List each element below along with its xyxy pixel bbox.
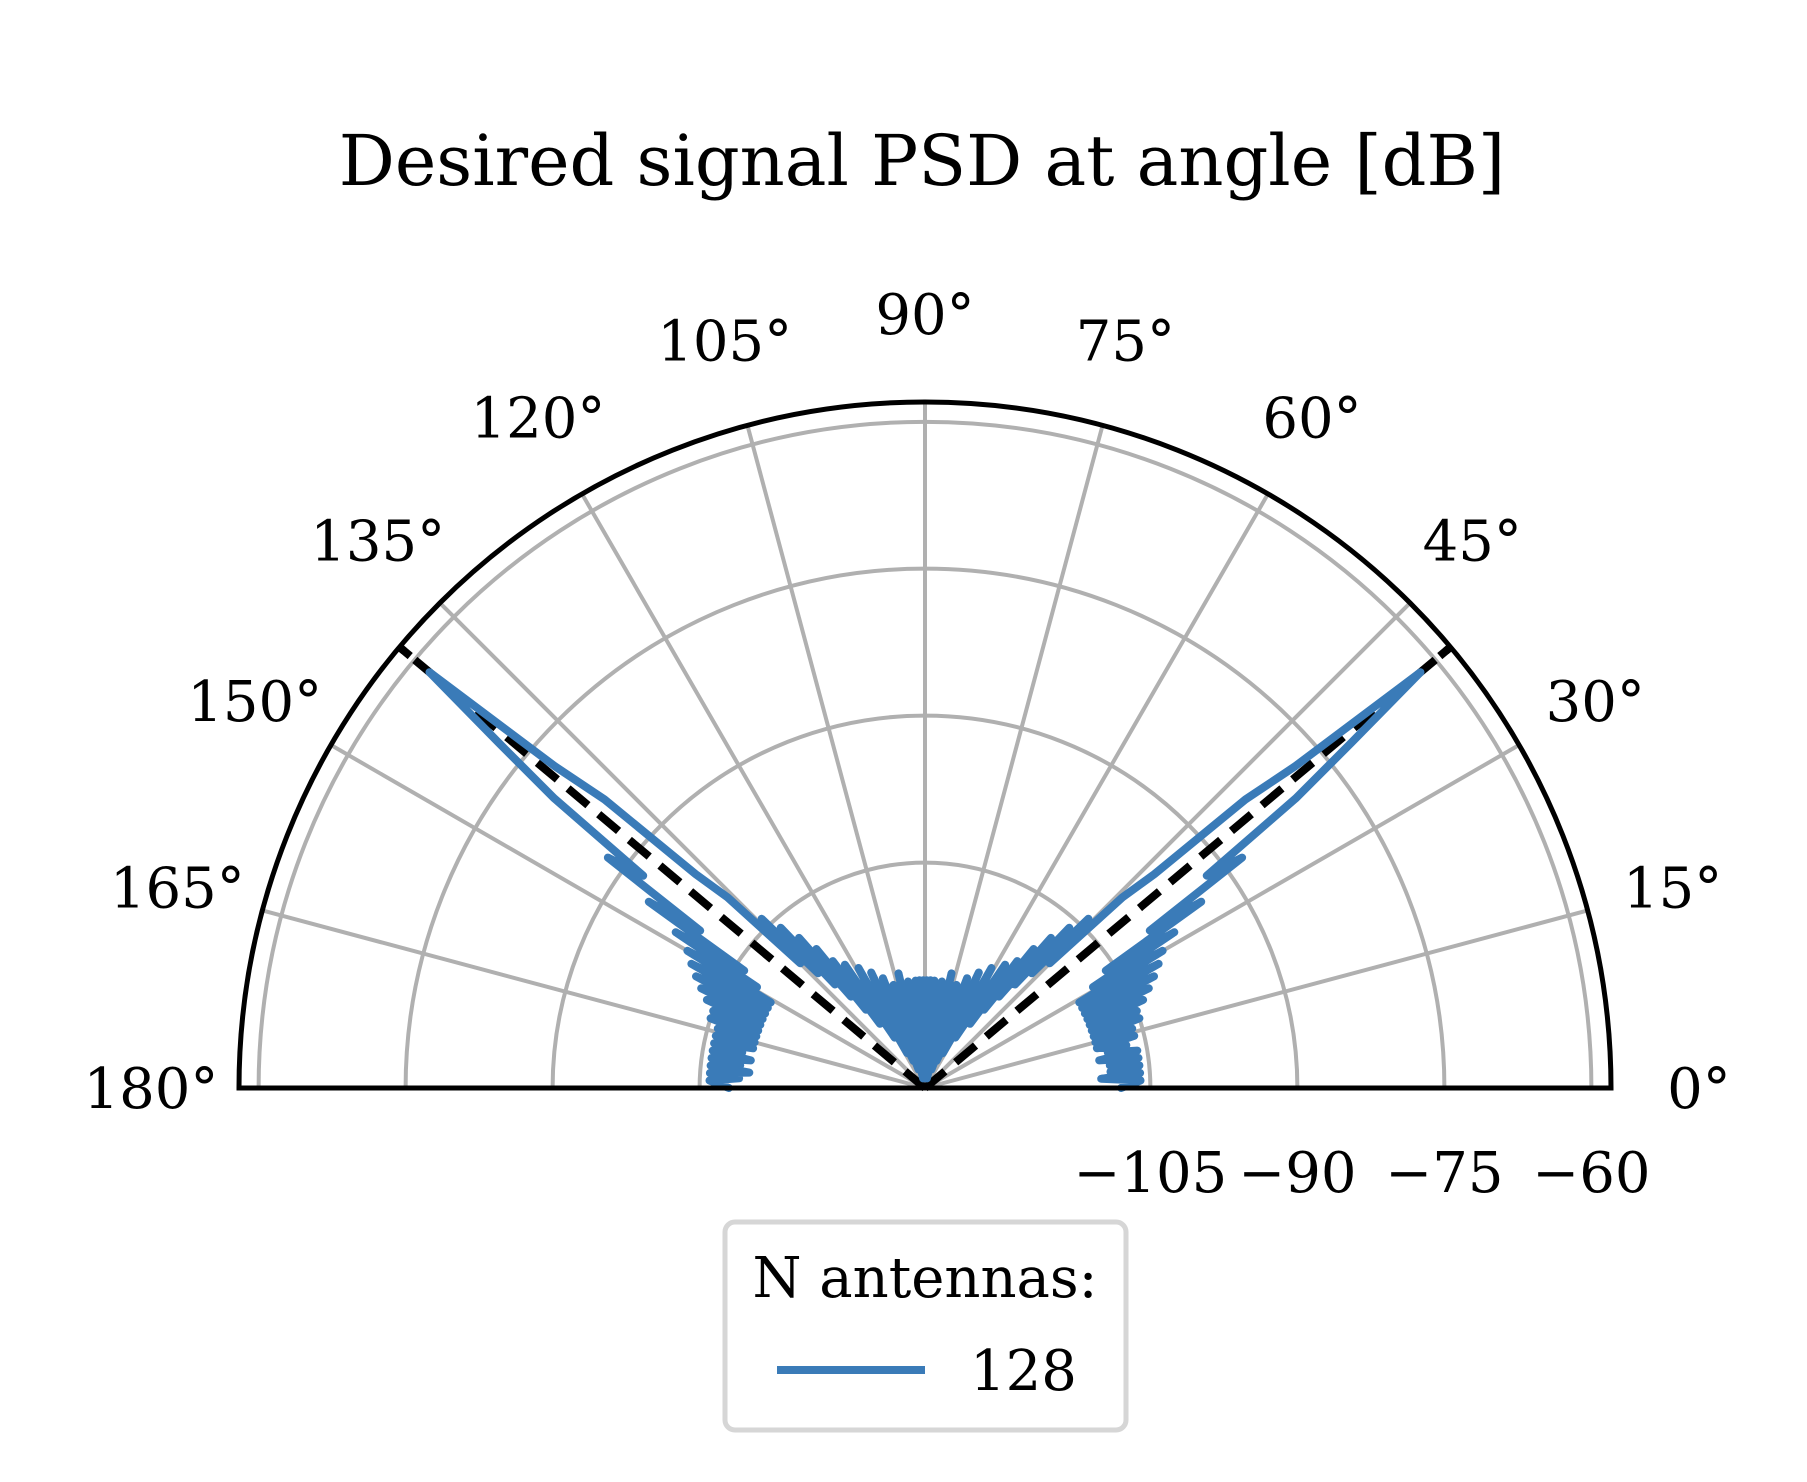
r-tick-label-0: −105 [1073,1141,1227,1206]
grid-spoke-30 [923,743,1521,1090]
r-tick-label-3: −60 [1532,1141,1650,1206]
theta-tick-label-75: 75° [1076,309,1175,374]
theta-tick-label-15: 15° [1623,857,1722,922]
reference-lines [396,643,1454,1092]
series-line-128 [425,668,1425,1092]
theta-tick-label-30: 30° [1546,670,1645,735]
grid-spoke-135 [438,601,927,1090]
theta-tick-label-105: 105° [657,309,792,374]
grid-spoke-165 [261,908,926,1090]
reference-line-40 [922,643,1454,1092]
grid-spoke-15 [924,908,1589,1090]
reference-line-140 [396,643,928,1092]
grid-spoke-45 [923,601,1412,1090]
theta-tick-label-180: 180° [84,1057,219,1122]
chart-title: Desired signal PSD at angle [dB] [339,120,1505,202]
polar-outline [236,399,1614,1091]
theta-tick-label-0: 0° [1667,1057,1731,1122]
radial-tick-labels: −105 −90 −75 −60 [1073,1141,1650,1206]
theta-tick-label-150: 150° [187,670,322,735]
legend-box [722,1219,1129,1433]
grid-spoke-150 [329,743,927,1090]
legend-label-128: 128 [970,1339,1077,1404]
theta-tick-label-165: 165° [110,857,245,922]
theta-tick-label-60: 60° [1262,387,1361,452]
legend: N antennas: 128 [722,1219,1129,1433]
series-group [425,668,1425,1092]
r-tick-label-1: −90 [1238,1141,1356,1206]
theta-tick-label-90: 90° [875,283,974,348]
r-tick-label-2: −75 [1385,1141,1503,1206]
theta-tick-label-120: 120° [471,387,606,452]
outer-tick-mark-140 [396,643,413,660]
theta-tick-labels: 0° 15° 30° 45° 60° 75° 90° 105° 120° 135° 150° 165°… [84,283,1731,1122]
outer-tick-mark-40 [1437,643,1454,660]
legend-title: N antennas: [752,1246,1097,1311]
polar-frame [236,399,1614,1091]
theta-tick-label-135: 135° [310,510,445,575]
theta-tick-label-45: 45° [1423,510,1522,575]
